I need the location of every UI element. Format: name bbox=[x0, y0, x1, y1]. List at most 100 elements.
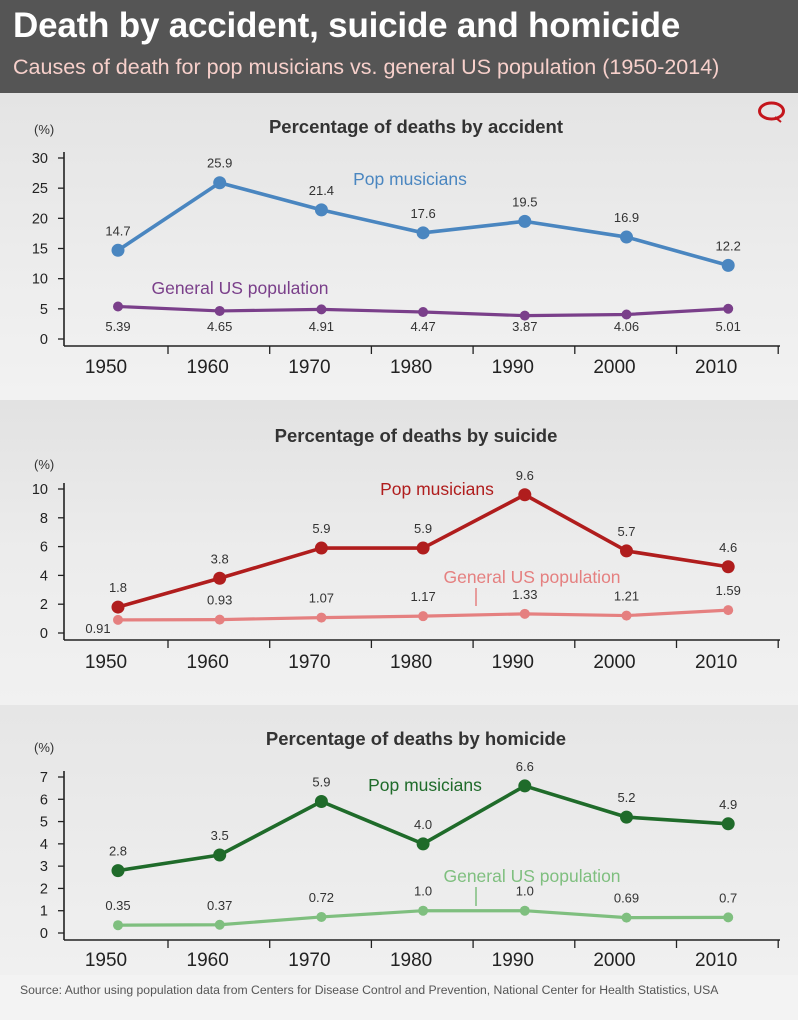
homicide-x-tick-label: 1950 bbox=[85, 950, 127, 971]
accident-data-label-pop: 14.7 bbox=[105, 223, 130, 238]
accident-data-point-general bbox=[214, 305, 225, 316]
homicide-y-tick-label: 3 bbox=[40, 859, 48, 875]
suicide-y-tick-label: 6 bbox=[40, 540, 48, 556]
homicide-y-tick-label: 0 bbox=[40, 926, 48, 942]
accident-data-point-pop bbox=[416, 226, 430, 240]
accident-data-label-pop: 16.9 bbox=[614, 210, 639, 225]
accident-data-point-pop bbox=[721, 258, 735, 272]
suicide-chart-title: Percentage of deaths by suicide bbox=[275, 425, 558, 446]
suicide-y-tick-label: 0 bbox=[40, 626, 48, 642]
suicide-data-label-general: 1.59 bbox=[716, 583, 741, 598]
accident-unit-label: (%) bbox=[34, 122, 54, 137]
accident-x-tick-label: 1970 bbox=[288, 357, 330, 378]
suicide-data-label-pop: 9.6 bbox=[516, 468, 534, 483]
homicide-data-point-general bbox=[214, 919, 225, 930]
homicide-data-label-general: 0.72 bbox=[309, 890, 334, 905]
accident-data-label-general: 5.01 bbox=[716, 319, 741, 334]
homicide-data-point-pop bbox=[721, 817, 735, 831]
suicide-data-point-general bbox=[113, 614, 123, 625]
homicide-y-tick-label: 6 bbox=[40, 792, 48, 808]
homicide-x-tick-label: 2010 bbox=[695, 950, 737, 971]
header-bar: Death by accident, suicide and homicide … bbox=[0, 0, 798, 93]
main-title: Death by accident, suicide and homicide bbox=[13, 6, 681, 45]
homicide-data-label-general: 0.69 bbox=[614, 891, 639, 906]
accident-data-label-general: 4.65 bbox=[207, 319, 232, 334]
accident-data-label-pop: 25.9 bbox=[207, 156, 232, 171]
suicide-series-name-general-population: General US population bbox=[443, 567, 620, 587]
homicide-data-point-pop bbox=[620, 810, 633, 824]
accident-series-name-general-population: General US population bbox=[151, 278, 328, 298]
homicide-series-name-pop-musicians: Pop musicians bbox=[368, 775, 482, 795]
suicide-x-tick-label: 1980 bbox=[390, 652, 432, 673]
suicide-series-name-pop-musicians: Pop musicians bbox=[380, 479, 494, 499]
homicide-data-label-general: 0.35 bbox=[105, 898, 130, 913]
homicide-data-point-pop bbox=[111, 864, 125, 878]
homicide-data-label-general: 1.0 bbox=[414, 884, 432, 899]
accident-data-label-pop: 19.5 bbox=[512, 194, 537, 209]
suicide-y-tick-label: 8 bbox=[40, 511, 48, 527]
homicide-y-tick-label: 1 bbox=[40, 904, 48, 920]
suicide-data-point-general bbox=[621, 610, 632, 621]
homicide-data-point-pop bbox=[314, 795, 328, 809]
suicide-data-label-general: 0.93 bbox=[207, 593, 232, 608]
homicide-data-point-general bbox=[519, 905, 530, 916]
homicide-y-tick-label: 4 bbox=[40, 837, 48, 853]
homicide-data-point-pop bbox=[213, 848, 227, 862]
suicide-data-point-pop bbox=[213, 571, 227, 585]
accident-data-point-pop bbox=[111, 243, 125, 257]
accident-data-point-pop bbox=[314, 203, 328, 217]
suicide-data-label-pop: 1.8 bbox=[109, 580, 127, 595]
accident-data-label-general: 4.91 bbox=[309, 319, 334, 334]
accident-chart-title: Percentage of deaths by accident bbox=[269, 116, 563, 137]
homicide-unit-label: (%) bbox=[34, 740, 54, 755]
accident-y-tick-label: 25 bbox=[32, 181, 48, 197]
homicide-data-label-pop: 5.9 bbox=[312, 775, 330, 790]
homicide-x-tick-label: 1980 bbox=[390, 950, 432, 971]
homicide-y-tick-label: 2 bbox=[40, 881, 48, 897]
source-note: Source: Author using population data fro… bbox=[20, 983, 719, 997]
suicide-x-tick-label: 1950 bbox=[85, 652, 127, 673]
homicide-data-point-general bbox=[113, 920, 123, 931]
suicide-data-point-general bbox=[723, 605, 734, 616]
homicide-data-label-pop: 4.9 bbox=[719, 797, 737, 812]
accident-y-tick-label: 10 bbox=[32, 272, 48, 288]
homicide-data-label-general: 1.0 bbox=[516, 884, 534, 899]
homicide-data-point-pop bbox=[518, 779, 532, 793]
homicide-y-tick-label: 5 bbox=[40, 815, 48, 831]
accident-y-tick-label: 0 bbox=[40, 332, 48, 348]
accident-x-tick-label: 1950 bbox=[85, 357, 127, 378]
accident-data-label-pop: 12.2 bbox=[716, 238, 741, 253]
suicide-y-tick-label: 10 bbox=[32, 482, 48, 498]
suicide-data-point-pop bbox=[416, 541, 430, 555]
suicide-panel-background bbox=[0, 400, 798, 705]
homicide-data-point-pop bbox=[416, 837, 430, 851]
suicide-data-point-pop bbox=[518, 488, 532, 502]
homicide-data-label-pop: 3.5 bbox=[211, 828, 229, 843]
guardian-quote-logo-icon bbox=[758, 101, 785, 123]
suicide-data-label-pop: 3.8 bbox=[211, 551, 229, 566]
homicide-data-label-general: 0.7 bbox=[719, 890, 737, 905]
suicide-x-tick-label: 1960 bbox=[187, 652, 229, 673]
suicide-data-label-pop: 5.9 bbox=[414, 521, 432, 536]
accident-data-label-general: 4.06 bbox=[614, 319, 639, 334]
suicide-data-point-pop bbox=[721, 560, 735, 574]
accident-data-point-general bbox=[316, 304, 327, 315]
accident-y-tick-label: 5 bbox=[40, 302, 48, 318]
accident-data-label-general: 4.47 bbox=[410, 319, 435, 334]
accident-data-point-pop bbox=[620, 230, 633, 244]
homicide-x-tick-label: 2000 bbox=[593, 950, 635, 971]
accident-series-name-pop-musicians: Pop musicians bbox=[353, 169, 467, 189]
suicide-x-tick-label: 1970 bbox=[288, 652, 330, 673]
homicide-data-point-general bbox=[723, 912, 734, 923]
suicide-data-label-general: 1.21 bbox=[614, 589, 639, 604]
accident-data-label-pop: 21.4 bbox=[309, 183, 334, 198]
homicide-data-point-general bbox=[418, 905, 429, 916]
accident-x-tick-label: 1990 bbox=[492, 357, 534, 378]
suicide-data-label-pop: 5.9 bbox=[312, 521, 330, 536]
suicide-x-tick-label: 2000 bbox=[593, 652, 635, 673]
homicide-series-name-general-population: General US population bbox=[443, 866, 620, 886]
suicide-data-label-pop: 5.7 bbox=[617, 524, 635, 539]
main-subtitle: Causes of death for pop musicians vs. ge… bbox=[13, 55, 720, 79]
accident-data-point-general bbox=[621, 309, 632, 320]
